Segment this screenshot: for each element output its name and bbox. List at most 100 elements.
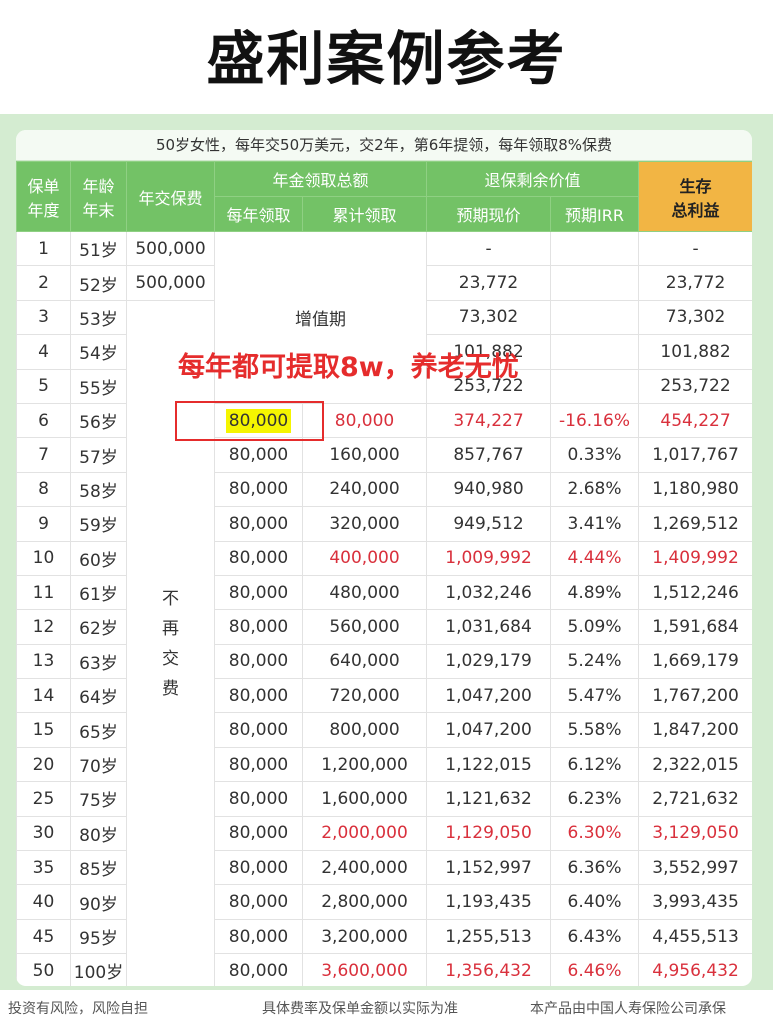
cell-expected-value: 73,302 bbox=[426, 299, 552, 336]
cell-year: 25 bbox=[16, 781, 71, 817]
cell-year: 40 bbox=[16, 884, 71, 920]
cell-annual: 80,000 bbox=[214, 402, 303, 439]
cell-age: 100岁 bbox=[70, 953, 127, 986]
table-row: 45 95岁 80,000 3,200,000 1,255,513 6.43% 4,455,… bbox=[16, 918, 752, 955]
cell-cumulative: 320,000 bbox=[301, 506, 428, 542]
cell-age: 65岁 bbox=[70, 712, 127, 748]
cell-age: 95岁 bbox=[70, 918, 127, 955]
table-row: 25 75岁 80,000 1,600,000 1,121,632 6.23% 2,721,… bbox=[16, 781, 752, 817]
callout-text: 每年都可提取8w，养老无忧 bbox=[178, 352, 519, 383]
cell-year: 4 bbox=[16, 334, 71, 370]
cell-year: 1 bbox=[16, 230, 71, 267]
table-row: 30 80岁 80,000 2,000,000 1,129,050 6.30% 3,129,… bbox=[16, 815, 752, 852]
cell-expected-value: 1,255,513 bbox=[426, 918, 552, 955]
group-surrender: 退保剩余价值 bbox=[426, 161, 640, 197]
cell-expected-value: 1,029,179 bbox=[426, 643, 552, 680]
cell-annual: 80,000 bbox=[214, 712, 303, 748]
cell-year: 15 bbox=[16, 712, 71, 748]
cell-expected-irr: 6.43% bbox=[550, 918, 640, 955]
cell-age: 57岁 bbox=[70, 437, 127, 473]
benefit-table: 保单 年度 年龄 年末 年交保费 年金领取总额 退保剩余价值 生存 总利益 每年领取 … bbox=[16, 161, 752, 986]
cell-cumulative: 720,000 bbox=[301, 678, 428, 714]
cell-cumulative: 1,200,000 bbox=[301, 746, 428, 783]
table-panel: 50岁女性，每年交50万美元，交2年，第6年提领，每年领取8%保费 保单 年度 年… bbox=[0, 114, 773, 990]
cell-cumulative: 480,000 bbox=[301, 574, 428, 611]
annual-value: 80,000 bbox=[228, 513, 289, 534]
table-row: 4 54岁 101,882 101,882 bbox=[16, 334, 752, 370]
table-row: 1 51岁 500,000 增值期 - - bbox=[16, 230, 752, 404]
table-row: 7 57岁 80,000 160,000 857,767 0.33% 1,017,767 bbox=[16, 437, 752, 473]
table-subtitle: 50岁女性，每年交50万美元，交2年，第6年提领，每年领取8%保费 bbox=[16, 130, 752, 161]
cell-annual: 80,000 bbox=[214, 437, 303, 473]
table-row: 9 59岁 80,000 320,000 949,512 3.41% 1,269,512 bbox=[16, 506, 752, 542]
cell-expected-value: 1,032,246 bbox=[426, 574, 552, 611]
table-row: 15 65岁 80,000 800,000 1,047,200 5.58% 1,847,20… bbox=[16, 712, 752, 748]
cell-year: 5 bbox=[16, 368, 71, 404]
col-annual-withdraw: 每年领取 bbox=[214, 196, 303, 232]
cell-survival-total: 101,882 bbox=[638, 334, 752, 370]
cell-expected-irr: 5.24% bbox=[550, 643, 640, 680]
cell-age: 61岁 bbox=[70, 574, 127, 611]
cell-expected-irr: 5.58% bbox=[550, 712, 640, 748]
cell-expected-irr: -16.16% bbox=[550, 402, 640, 439]
annual-value: 80,000 bbox=[228, 926, 289, 947]
no-more-payment-char: 不 bbox=[162, 589, 179, 610]
cell-expected-value: 1,122,015 bbox=[426, 746, 552, 783]
cell-year: 7 bbox=[16, 437, 71, 473]
cell-expected-irr bbox=[550, 368, 640, 404]
cell-cumulative: 240,000 bbox=[301, 471, 428, 508]
table-row: 35 85岁 80,000 2,400,000 1,152,997 6.36% 3,552,… bbox=[16, 850, 752, 886]
cell-age: 54岁 bbox=[70, 334, 127, 370]
annual-value: 80,000 bbox=[228, 720, 289, 741]
cell-age: 63岁 bbox=[70, 643, 127, 680]
cell-cumulative: 400,000 bbox=[301, 540, 428, 576]
cell-year: 50 bbox=[16, 953, 71, 986]
cell-expected-value: 1,152,997 bbox=[426, 850, 552, 886]
cell-year: 11 bbox=[16, 574, 71, 611]
table-row: 11 61岁 80,000 480,000 1,032,246 4.89% 1,512,24… bbox=[16, 574, 752, 611]
table-row: 5 55岁 253,722 253,722 bbox=[16, 368, 752, 404]
cell-expected-irr: 5.09% bbox=[550, 609, 640, 645]
cell-annual: 80,000 bbox=[214, 540, 303, 576]
col-policy-year: 保单 年度 bbox=[16, 161, 71, 232]
cell-annual: 80,000 bbox=[214, 609, 303, 645]
cell-survival-total: 1,409,992 bbox=[638, 540, 752, 576]
cell-cumulative: 160,000 bbox=[301, 437, 428, 473]
cell-annual: 80,000 bbox=[214, 574, 303, 611]
cell-age: 85岁 bbox=[70, 850, 127, 886]
col-expected-irr: 预期IRR bbox=[550, 196, 640, 232]
col-age: 年龄 年末 bbox=[70, 161, 127, 232]
annual-value: 80,000 bbox=[225, 408, 292, 433]
cell-year: 14 bbox=[16, 678, 71, 714]
annual-value: 80,000 bbox=[228, 823, 289, 844]
table-row: 20 70岁 80,000 1,200,000 1,122,015 6.12% 2,322,… bbox=[16, 746, 752, 783]
cell-cumulative: 2,000,000 bbox=[301, 815, 428, 852]
cell-expected-irr bbox=[550, 230, 640, 267]
cell-expected-value: 1,047,200 bbox=[426, 712, 552, 748]
cell-expected-irr bbox=[550, 334, 640, 370]
cell-age: 62岁 bbox=[70, 609, 127, 645]
cell-survival-total: 454,227 bbox=[638, 402, 752, 439]
annual-value: 80,000 bbox=[228, 479, 289, 500]
annual-value: 80,000 bbox=[228, 582, 289, 603]
cell-age: 58岁 bbox=[70, 471, 127, 508]
table-body: 1 51岁 500,000 增值期 - -2 52岁 500,000 23,772 23,772 3… bbox=[16, 230, 752, 986]
annual-value: 80,000 bbox=[228, 892, 289, 913]
cell-age: 56岁 bbox=[70, 402, 127, 439]
cell-age: 80岁 bbox=[70, 815, 127, 852]
annual-value: 80,000 bbox=[228, 548, 289, 569]
cell-annual: 80,000 bbox=[214, 643, 303, 680]
cell-survival-total: 73,302 bbox=[638, 299, 752, 336]
cell-survival-total: 1,591,684 bbox=[638, 609, 752, 645]
cell-expected-value: 101,882 bbox=[426, 334, 552, 370]
cell-survival-total: 1,269,512 bbox=[638, 506, 752, 542]
cell-expected-irr: 4.44% bbox=[550, 540, 640, 576]
cell-age: 55岁 bbox=[70, 368, 127, 404]
cell-age: 90岁 bbox=[70, 884, 127, 920]
cell-year: 6 bbox=[16, 402, 71, 439]
col-survival-total: 生存 总利益 bbox=[638, 161, 752, 232]
cell-survival-total: 2,721,632 bbox=[638, 781, 752, 817]
cell-annual: 80,000 bbox=[214, 884, 303, 920]
cell-cumulative: 800,000 bbox=[301, 712, 428, 748]
cell-age: 51岁 bbox=[70, 230, 127, 267]
